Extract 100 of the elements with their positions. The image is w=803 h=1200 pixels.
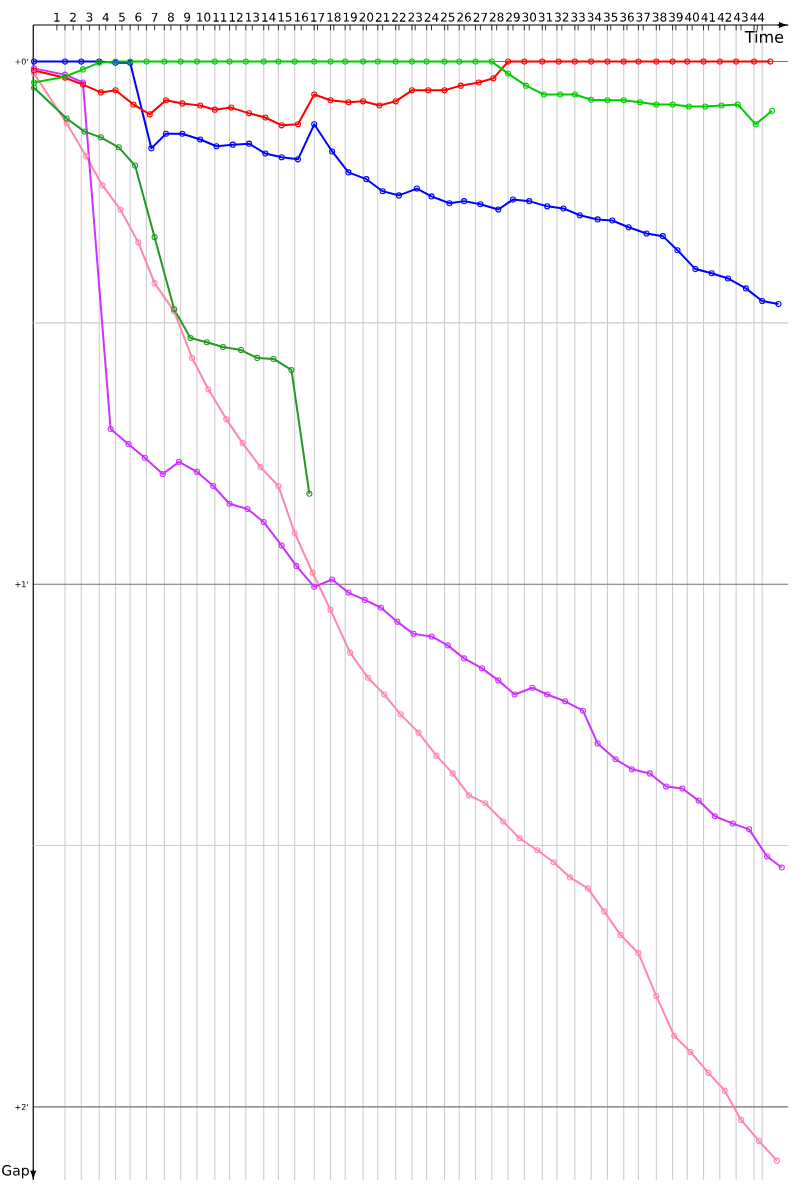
point <box>193 468 200 475</box>
x-tick-label: 42 <box>717 12 732 22</box>
point <box>364 674 371 681</box>
point <box>600 908 608 915</box>
x-tick-label: 13 <box>245 12 259 22</box>
point <box>701 103 709 110</box>
point <box>260 58 267 65</box>
point <box>175 458 182 465</box>
point <box>97 89 104 96</box>
point <box>495 206 502 213</box>
x-tick-label: 11 <box>213 12 227 22</box>
point <box>257 464 264 471</box>
x-tick-label: 17 <box>311 12 324 22</box>
point <box>177 58 184 65</box>
point <box>752 121 759 128</box>
point <box>685 103 692 110</box>
point <box>188 354 196 361</box>
point <box>478 665 485 672</box>
x-tick-label: 14 <box>262 12 276 22</box>
x-tick-label: 35 <box>603 12 618 22</box>
x-tick-label: 44 <box>750 12 765 22</box>
point <box>433 752 440 759</box>
x-tick-label: 22 <box>392 12 406 22</box>
x-tick-label: 41 <box>701 12 715 22</box>
point <box>425 87 432 94</box>
x-tick-label: 5 <box>119 12 125 22</box>
point <box>309 569 316 576</box>
point <box>143 58 150 65</box>
x-tick-label: 36 <box>620 12 634 22</box>
point <box>571 58 578 65</box>
point <box>628 766 635 773</box>
point <box>472 58 479 65</box>
y-axis-title: Gap <box>2 1165 29 1179</box>
point <box>408 58 415 65</box>
point <box>345 169 352 176</box>
point <box>161 58 168 65</box>
point <box>758 297 766 305</box>
point <box>612 756 619 763</box>
point <box>428 633 435 640</box>
point <box>428 193 435 200</box>
point <box>475 79 482 86</box>
point <box>203 339 210 346</box>
point <box>293 562 300 569</box>
point <box>61 58 68 65</box>
point <box>193 58 200 65</box>
point <box>504 70 512 77</box>
point <box>557 91 564 98</box>
x-axis-title: Time <box>744 30 784 43</box>
x-tick-label: 8 <box>167 12 174 22</box>
point <box>604 97 611 104</box>
point <box>359 98 367 105</box>
point <box>700 58 707 65</box>
point <box>465 792 472 799</box>
point <box>327 606 334 613</box>
point <box>63 115 70 122</box>
point <box>311 583 318 590</box>
point <box>449 770 456 777</box>
point <box>566 874 573 881</box>
point <box>392 58 399 65</box>
point <box>131 162 138 169</box>
x-tick-label: 16 <box>294 12 308 22</box>
point <box>482 800 489 807</box>
point <box>379 188 386 195</box>
point <box>495 677 502 684</box>
point <box>659 233 666 240</box>
point <box>643 230 650 237</box>
point <box>560 205 567 212</box>
point <box>669 101 676 108</box>
point <box>620 58 627 65</box>
point <box>499 818 507 825</box>
point <box>679 785 686 792</box>
point <box>561 698 569 705</box>
point <box>540 91 547 98</box>
point <box>708 270 715 277</box>
point <box>423 58 430 65</box>
point <box>684 58 691 65</box>
x-tick-label: 31 <box>538 12 552 22</box>
point <box>291 58 298 65</box>
point <box>460 655 468 662</box>
point <box>511 691 518 698</box>
point <box>162 130 169 137</box>
point <box>550 859 557 866</box>
x-tick-label: 18 <box>327 12 341 22</box>
point <box>394 618 401 625</box>
point <box>226 58 233 65</box>
point <box>729 820 736 827</box>
point <box>107 425 114 433</box>
point <box>671 1032 678 1039</box>
point <box>617 931 624 938</box>
point <box>197 136 204 143</box>
point <box>381 691 388 698</box>
point <box>359 58 367 65</box>
point <box>262 150 269 157</box>
point <box>115 144 122 151</box>
point <box>82 153 90 160</box>
x-tick-label: 29 <box>506 12 520 22</box>
point <box>625 224 632 231</box>
point <box>376 102 383 109</box>
x-tick-label: 4 <box>102 12 109 22</box>
point <box>587 58 595 65</box>
